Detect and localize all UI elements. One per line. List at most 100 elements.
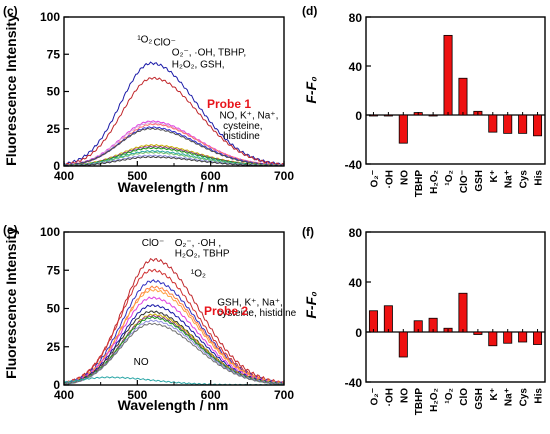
probe-label: Probe 2 — [204, 304, 248, 318]
y-tick-label: 40 — [349, 60, 363, 74]
bar — [443, 34, 453, 116]
spectrum-line — [64, 376, 284, 385]
x-tick-label: His — [534, 388, 545, 404]
x-tick-label: ¹O₂ — [444, 388, 455, 404]
y-axis-label: F-F₀ — [303, 76, 319, 104]
panel-label: (d) — [302, 4, 317, 18]
x-tick-label: Cys — [519, 170, 530, 189]
y-tick-label: 80 — [349, 226, 363, 240]
x-tick-label: Na⁺ — [504, 388, 515, 406]
spectrum-line — [64, 76, 284, 166]
panel-e: (e) Fluorescence Intensity 400 500 600 700 0… — [3, 223, 297, 413]
x-tick-label: 600 — [201, 388, 221, 402]
x-axis-label: Wavelength / nm — [118, 397, 229, 413]
panel-label: (e) — [3, 223, 18, 237]
curve-annotation: cysteine, histidine — [217, 308, 296, 319]
plot-area: 400 500 600 700 0 25 50 75 100 ¹O₂ ClO⁻O₂⁻, ·OH, T… — [40, 10, 294, 183]
panel-label: (c) — [3, 4, 18, 18]
x-tick-label: ¹O₂ — [444, 170, 455, 186]
spectrum-line — [64, 288, 284, 385]
bar — [383, 305, 393, 333]
x-tick-label: TBHP — [414, 170, 425, 198]
y-tick-label: 0 — [53, 159, 60, 173]
bar — [458, 292, 468, 333]
x-tick-label: 600 — [201, 169, 221, 183]
y-axis-label: Fluorescence Intensity — [3, 14, 19, 166]
panel-f: (f) F-F₀ O₂⁻ ·OH NO TBHP H₂O₂ ¹O₂ ClO GSH K⁺ Na⁺ C… — [302, 225, 546, 416]
x-tick-label: O₂⁻ — [369, 170, 380, 188]
curve-annotation: O₂⁻, ·OH, TBHP, — [172, 48, 246, 59]
curve-annotation: O₂⁻, ·OH , — [175, 238, 221, 249]
x-tick-label: 700 — [274, 169, 294, 183]
bar — [503, 114, 513, 134]
bar — [518, 331, 528, 343]
curve-annotation: NO, K⁺, Na⁺, — [219, 110, 278, 121]
x-tick-label: Na⁺ — [504, 170, 515, 188]
spectrum-line — [64, 127, 284, 166]
y-axis-label: Fluorescence Intensity — [3, 227, 19, 379]
y-tick-label: -40 — [345, 376, 363, 390]
bar — [368, 310, 378, 333]
curve-annotation: H₂O₂, GSH, — [172, 60, 225, 71]
x-tick-label: 500 — [127, 169, 147, 183]
curve-annotation: cysteine, — [223, 121, 262, 132]
y-tick-label: 0 — [355, 326, 362, 340]
panel-d: (d) F-F₀ O₂⁻ ·OH NO TBHP H₂O₂ ¹O₂ ClO⁻ GSH K⁺ Na⁺… — [302, 4, 546, 198]
y-tick-label: 25 — [47, 340, 61, 354]
x-tick-label: H₂O₂ — [429, 388, 440, 412]
x-tick-label: ClO⁻ — [459, 170, 470, 193]
y-tick-label: 0 — [53, 378, 60, 392]
x-tick-label: K⁺ — [489, 388, 500, 401]
curve-annotation: NO — [134, 357, 149, 368]
bar — [488, 331, 498, 347]
bar — [398, 114, 408, 144]
spectrum-line — [64, 322, 284, 385]
bar — [428, 114, 438, 117]
curve-annotation: ¹O₂ — [137, 34, 152, 45]
bar — [458, 77, 468, 116]
x-tick-label: ·OH — [384, 170, 395, 188]
y-axis-label: F-F₀ — [303, 291, 319, 319]
y-tick-label: 80 — [349, 11, 363, 25]
x-tick-label: 700 — [274, 388, 294, 402]
curve-annotation: ¹O₂ — [191, 268, 206, 279]
y-tick-label: 40 — [349, 276, 363, 290]
plot-area: 400 500 600 700 0 25 50 75 100 ClO⁻ O₂⁻, ·OH ,H₂O₂… — [40, 225, 297, 402]
x-tick-label: Cys — [519, 388, 530, 407]
x-tick-label: O₂⁻ — [369, 388, 380, 406]
spectrum-line — [64, 285, 284, 385]
curve-annotation: ClO⁻ — [153, 37, 176, 48]
curve-annotation: histidine — [223, 131, 260, 142]
plot-area: O₂⁻ ·OH NO TBHP H₂O₂ ¹O₂ ClO GSH K⁺ Na⁺ Cys His -40 0… — [345, 226, 546, 416]
x-tick-label: 500 — [127, 388, 147, 402]
spectrum-line — [64, 126, 284, 166]
x-tick-label: GSH — [474, 170, 485, 192]
bar — [518, 114, 528, 134]
y-tick-label: -40 — [345, 158, 363, 172]
bar — [488, 114, 498, 133]
plot-frame — [365, 16, 546, 165]
bar — [398, 331, 408, 358]
x-axis-label: Wavelength / nm — [118, 179, 229, 195]
probe-label: Probe 1 — [207, 97, 251, 111]
x-tick-label: H₂O₂ — [429, 170, 440, 194]
y-tick-label: 50 — [47, 85, 61, 99]
y-tick-label: 50 — [47, 302, 61, 316]
y-tick-label: 100 — [40, 225, 60, 239]
y-tick-label: 75 — [47, 263, 61, 277]
x-tick-label: GSH — [474, 388, 485, 410]
y-tick-label: 25 — [47, 122, 61, 136]
x-tick-label: ClO — [459, 388, 470, 406]
spectrum-line — [64, 268, 284, 385]
bar — [473, 331, 483, 335]
x-tick-label: 400 — [54, 169, 74, 183]
curve-annotation: ClO⁻ — [142, 238, 165, 249]
x-tick-label: TBHP — [414, 388, 425, 416]
curve-annotation: GSH, K⁺, Na⁺, — [217, 297, 283, 308]
plot-frame — [365, 231, 546, 383]
curve-annotation: H₂O₂, TBHP — [175, 248, 230, 259]
y-tick-label: 100 — [40, 10, 60, 24]
x-tick-label: NO — [399, 388, 410, 403]
panel-label: (f) — [302, 225, 314, 239]
